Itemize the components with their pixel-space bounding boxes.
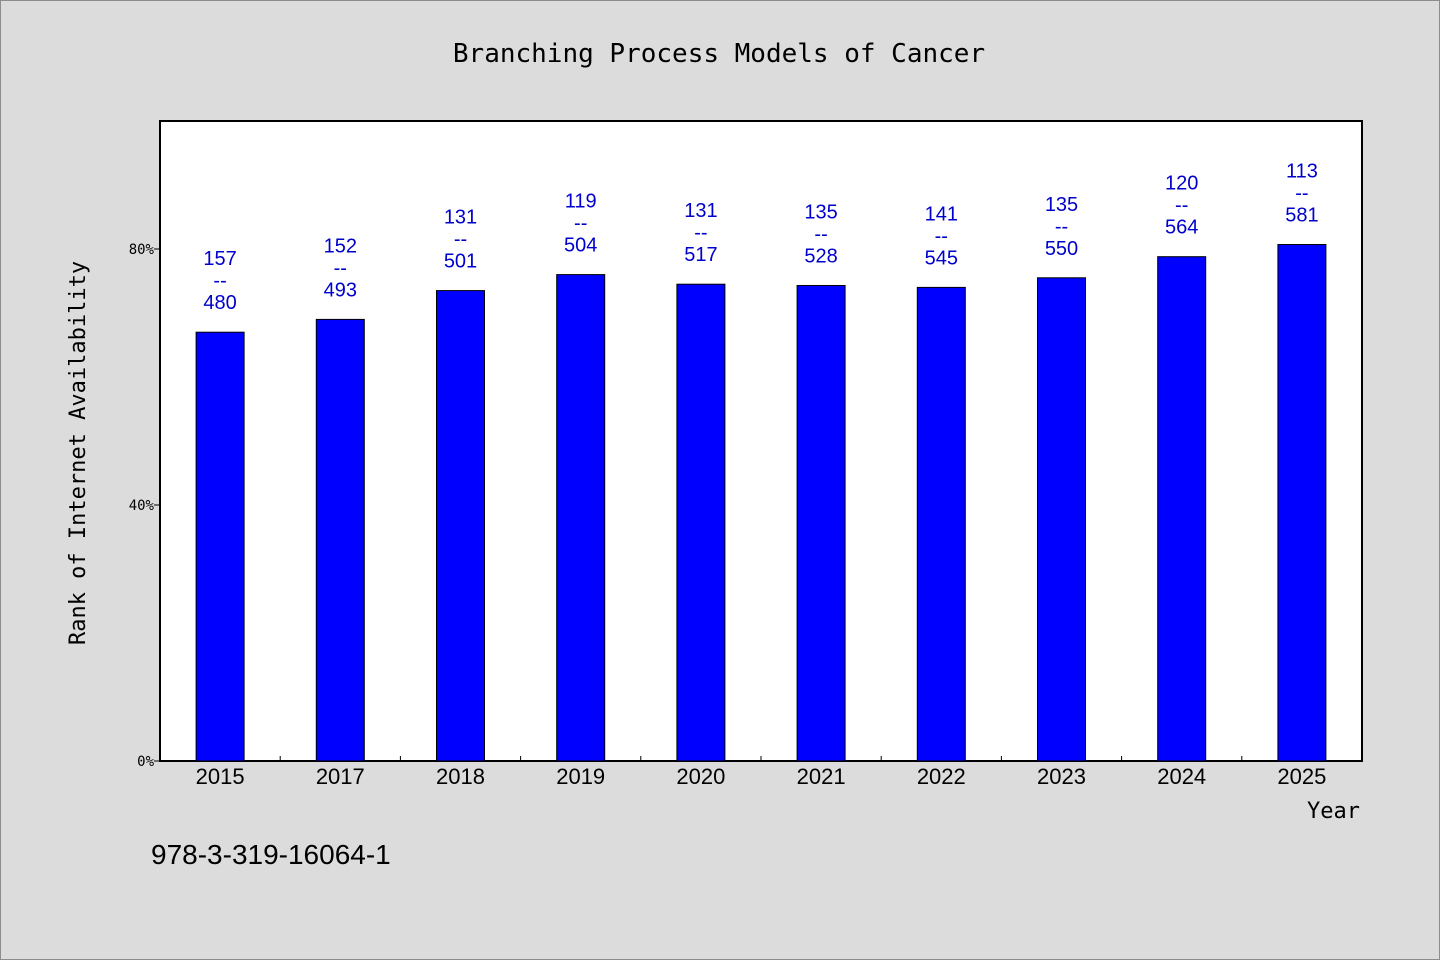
bar — [916, 286, 966, 762]
data-label-top: 119 — [565, 191, 597, 213]
x-tick-label: 2015 — [196, 764, 245, 789]
data-label-separator: -- — [1175, 195, 1188, 217]
x-tick-label: 2017 — [316, 764, 365, 789]
y-axis: 0% 40% 80% — [129, 242, 160, 770]
data-label-bottom: 493 — [324, 279, 357, 301]
data-label-bottom: 517 — [684, 244, 717, 266]
data-label-separator: -- — [814, 223, 827, 245]
data-label-separator: -- — [454, 229, 467, 251]
data-label-top: 131 — [684, 200, 717, 222]
x-tick-label: 2019 — [556, 764, 605, 789]
data-label-top: 135 — [804, 201, 837, 223]
footer-isbn: 978-3-319-16064-1 — [151, 839, 391, 870]
data-label-separator: -- — [213, 270, 226, 292]
data-label-bottom: 581 — [1285, 205, 1318, 227]
bar — [1277, 244, 1327, 762]
bar — [315, 318, 365, 762]
y-axis-label: Rank of Internet Availability — [66, 261, 91, 645]
x-tick-label: 2023 — [1037, 764, 1086, 789]
data-label-separator: -- — [935, 225, 948, 247]
bar — [195, 331, 245, 762]
data-labels: 157--480152--493131--501119--504131--517… — [203, 161, 1318, 315]
data-label-bottom: 545 — [925, 247, 958, 269]
data-label-top: 135 — [1045, 194, 1078, 216]
x-tick-label: 2024 — [1157, 764, 1206, 789]
chart-title: Branching Process Models of Cancer — [453, 39, 985, 69]
data-label-top: 113 — [1286, 161, 1318, 183]
x-tick-label: 2021 — [797, 764, 846, 789]
data-label-bottom: 528 — [804, 245, 837, 267]
data-label-top: 131 — [444, 207, 477, 229]
bar — [1037, 277, 1086, 762]
data-label-separator: -- — [694, 222, 707, 244]
data-label-bottom: 504 — [564, 235, 597, 257]
data-label-top: 157 — [203, 248, 236, 270]
x-axis-label: Year — [1307, 799, 1360, 824]
data-label-separator: -- — [1055, 216, 1068, 238]
x-tick-label: 2025 — [1277, 764, 1326, 789]
data-label-top: 141 — [925, 203, 958, 225]
bar — [796, 284, 846, 762]
data-label-bottom: 564 — [1165, 217, 1198, 239]
x-tick-label: 2018 — [436, 764, 485, 789]
bar — [676, 283, 726, 762]
bar — [436, 290, 485, 762]
x-tick-label: 2022 — [917, 764, 966, 789]
bar — [556, 274, 606, 762]
data-label-separator: -- — [1295, 183, 1308, 205]
bar-series — [195, 244, 1327, 762]
data-label-top: 152 — [324, 235, 357, 257]
x-tick-label: 2020 — [676, 764, 725, 789]
y-tick-label: 80% — [129, 242, 155, 258]
y-tick-label: 0% — [137, 754, 154, 770]
data-label-separator: -- — [334, 257, 347, 279]
y-tick-label: 40% — [129, 498, 155, 514]
x-axis: 2015 2017 2018 2019 2020 2021 2022 2023 2024 2025 — [196, 756, 1326, 789]
data-label-bottom: 550 — [1045, 238, 1078, 260]
data-label-top: 120 — [1165, 173, 1198, 195]
data-label-separator: -- — [574, 213, 587, 235]
data-label-bottom: 501 — [444, 251, 477, 273]
data-label-bottom: 480 — [203, 292, 236, 314]
bar — [1157, 256, 1207, 762]
